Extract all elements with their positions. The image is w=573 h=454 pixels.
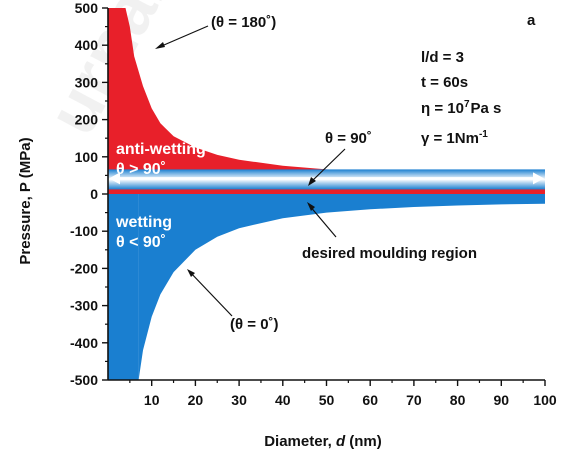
anti-wetting-label: anti-wetting	[116, 141, 206, 158]
plot-areas	[108, 8, 545, 380]
theta0-arrowhead	[187, 269, 195, 277]
region-fill-anti-wetting-edge	[108, 8, 126, 194]
y-tick-label: -300	[70, 298, 98, 314]
x-tick-label: 10	[144, 392, 160, 408]
y-tick-label: -200	[70, 260, 98, 276]
wetting-label: wetting	[115, 214, 172, 231]
x-axis-title: Diameter, d (nm)	[264, 433, 382, 450]
theta90-arrowhead	[308, 177, 316, 186]
theta90-arrow-right	[533, 172, 544, 185]
y-axis-title: Pressure, P (MPa)	[17, 137, 34, 264]
y-tick-label: 300	[75, 74, 99, 90]
param-t: t = 60s	[421, 74, 468, 91]
anti-wetting-condition: θ > 90˚	[116, 161, 166, 178]
x-tick-label: 20	[188, 392, 204, 408]
tick-labels: 500 400 300 200 100 0 -100 -200 -300 -400 -500 10 20…	[70, 0, 557, 408]
param-gamma: γ = 1Nm-1	[421, 129, 488, 147]
y-tick-label: -100	[70, 223, 98, 239]
x-tick-label: 50	[319, 392, 335, 408]
x-tick-label: 80	[450, 392, 466, 408]
moulding-band	[108, 169, 545, 190]
theta180-arrowhead	[155, 42, 165, 49]
desired-region-label: desired moulding region	[302, 245, 477, 262]
x-tick-label: 70	[406, 392, 422, 408]
tick-marks	[102, 7, 546, 386]
x-tick-label: 90	[494, 392, 510, 408]
theta90-arrow-left	[109, 172, 120, 185]
y-tick-label: 100	[75, 149, 99, 165]
x-tick-label: 100	[533, 392, 557, 408]
y-tick-label: 200	[75, 112, 99, 128]
wetting-condition: θ < 90˚	[116, 234, 166, 251]
desired-region-pointer	[308, 204, 337, 238]
y-tick-label: 400	[75, 37, 99, 53]
y-tick-label: 500	[75, 0, 99, 16]
region-fill-wetting	[138, 194, 545, 380]
theta180-label: (θ = 180˚)	[211, 14, 276, 31]
y-tick-label: 0	[90, 186, 98, 202]
theta90-pointer	[309, 148, 346, 184]
y-tick-label: -400	[70, 335, 98, 351]
y-tick-label: -500	[70, 372, 98, 388]
param-ld: l/d = 3	[421, 49, 464, 66]
desired-region-arrowhead	[307, 202, 315, 211]
param-eta: η = 107Pa s	[421, 99, 501, 117]
x-tick-label: 60	[362, 392, 378, 408]
theta180-pointer	[156, 25, 209, 49]
panel-label: a	[527, 12, 536, 29]
theta90-label: θ = 90˚	[325, 130, 372, 147]
theta0-pointer	[188, 270, 233, 317]
x-tick-label: 30	[231, 392, 247, 408]
x-tick-label: 40	[275, 392, 291, 408]
region-fill-wetting-edge	[108, 194, 139, 380]
theta0-label: (θ = 0˚)	[230, 316, 279, 333]
